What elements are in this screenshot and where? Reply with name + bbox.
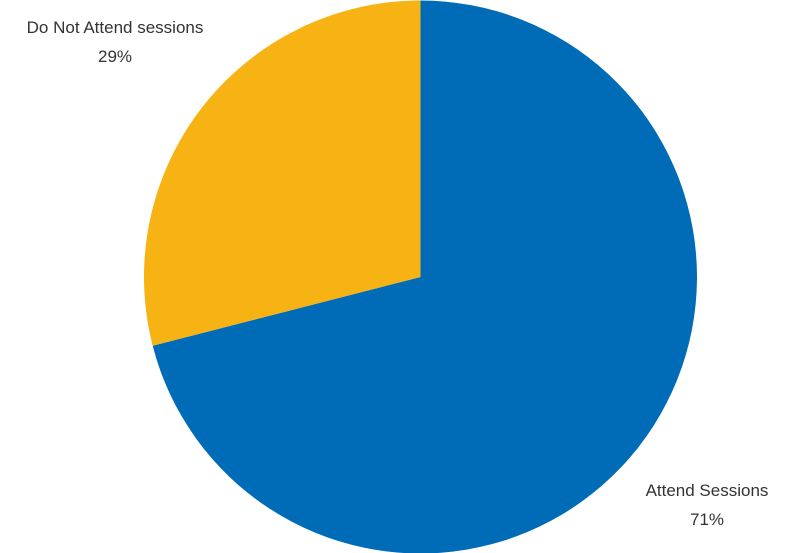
pie-slice-attend-sessions [152, 0, 697, 553]
slice-label-do-not-attend-value: 29% [98, 47, 132, 66]
pie-slices [144, 0, 697, 553]
slice-label-do-not-attend-name: Do Not Attend sessions [27, 18, 204, 37]
slice-label-attend-value: 71% [690, 510, 724, 529]
slice-label-attend-name: Attend Sessions [646, 481, 769, 500]
pie-slice-do-not-attend-sessions [144, 0, 421, 346]
